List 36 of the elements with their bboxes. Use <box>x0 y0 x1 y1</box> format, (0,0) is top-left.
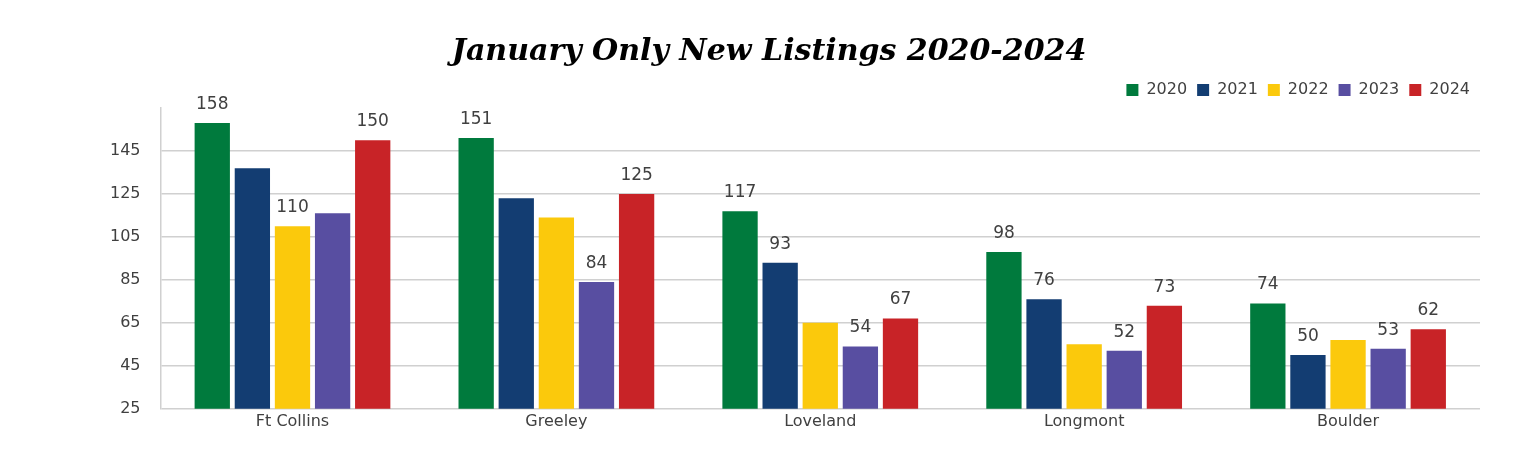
x-tick-label: Longmont <box>1043 410 1125 430</box>
data-label: 67 <box>889 288 912 309</box>
y-tick-label: 105 <box>109 226 141 246</box>
data-label: 52 <box>1113 320 1136 341</box>
data-label: 54 <box>849 316 872 337</box>
data-label: 125 <box>620 163 653 184</box>
data-label: 98 <box>993 221 1015 242</box>
legend-label: 2020 <box>1146 79 1188 99</box>
data-label: 151 <box>459 108 493 128</box>
legend-label: 2023 <box>1358 79 1400 99</box>
y-tick-label: 65 <box>120 312 141 332</box>
y-tick-label: 25 <box>120 397 141 417</box>
legend-label: 2021 <box>1217 79 1258 99</box>
data-label: 110 <box>276 196 309 217</box>
data-label: 50 <box>1297 325 1319 346</box>
x-tick-label: Boulder <box>1317 410 1380 430</box>
y-tick-label: 45 <box>120 354 141 374</box>
data-label: 74 <box>1257 273 1279 294</box>
y-tick-label: 125 <box>109 183 141 203</box>
x-tick-label: Ft Collins <box>255 410 330 430</box>
data-label: 84 <box>585 251 608 272</box>
data-label: 62 <box>1417 299 1440 320</box>
x-tick-label: Greeley <box>525 410 588 430</box>
data-label: 150 <box>356 110 389 131</box>
data-label: 53 <box>1377 318 1399 339</box>
data-label: 158 <box>196 92 229 113</box>
legend-label: 2024 <box>1429 79 1470 99</box>
chart-title: January Only New Listings 2020-2024 <box>446 32 1088 69</box>
data-label: 73 <box>1153 275 1176 296</box>
legend-label: 2022 <box>1287 79 1329 99</box>
y-tick-label: 145 <box>109 140 141 160</box>
y-tick-label: 85 <box>120 269 141 289</box>
data-label: 76 <box>1033 269 1055 290</box>
data-label: 93 <box>769 232 791 253</box>
data-label: 117 <box>723 181 757 202</box>
x-tick-label: Loveland <box>784 410 857 430</box>
